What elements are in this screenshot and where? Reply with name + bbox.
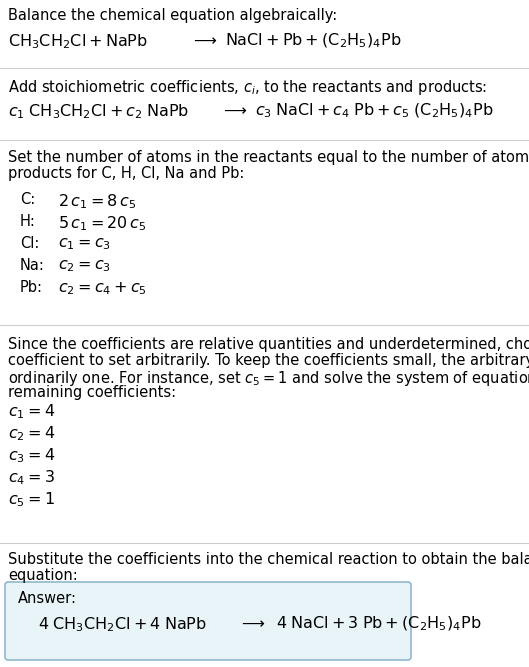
- FancyBboxPatch shape: [5, 582, 411, 660]
- Text: Set the number of atoms in the reactants equal to the number of atoms in the: Set the number of atoms in the reactants…: [8, 150, 529, 165]
- Text: $2\,c_1 = 8\,c_5$: $2\,c_1 = 8\,c_5$: [58, 192, 136, 211]
- Text: $\mathrm{NaCl + Pb + (C_2H_5)_4Pb}$: $\mathrm{NaCl + Pb + (C_2H_5)_4Pb}$: [225, 32, 402, 51]
- Text: $c_5 = 1$: $c_5 = 1$: [8, 490, 55, 509]
- Text: Since the coefficients are relative quantities and underdetermined, choose a: Since the coefficients are relative quan…: [8, 337, 529, 352]
- Text: $\mathrm{CH_3CH_2Cl + NaPb}$: $\mathrm{CH_3CH_2Cl + NaPb}$: [8, 32, 148, 51]
- Text: $c_2 = c_3$: $c_2 = c_3$: [58, 258, 111, 273]
- Text: Add stoichiometric coefficients, $c_i$, to the reactants and products:: Add stoichiometric coefficients, $c_i$, …: [8, 78, 487, 97]
- Text: $\longrightarrow$: $\longrightarrow$: [190, 32, 217, 47]
- Text: $c_2 = c_4 + c_5$: $c_2 = c_4 + c_5$: [58, 280, 147, 297]
- Text: $c_3 = 4$: $c_3 = 4$: [8, 446, 55, 465]
- Text: $c_3\;\mathrm{NaCl} + c_4\;\mathrm{Pb} + c_5\;\mathrm{(C_2H_5)_4Pb}$: $c_3\;\mathrm{NaCl} + c_4\;\mathrm{Pb} +…: [255, 102, 494, 121]
- Text: $\longrightarrow$: $\longrightarrow$: [220, 102, 247, 117]
- Text: remaining coefficients:: remaining coefficients:: [8, 385, 176, 400]
- Text: $4\;\mathrm{CH_3CH_2Cl} + 4\;\mathrm{NaPb}$: $4\;\mathrm{CH_3CH_2Cl} + 4\;\mathrm{NaP…: [38, 615, 207, 634]
- Text: $\longrightarrow$: $\longrightarrow$: [238, 615, 265, 630]
- Text: Pb:: Pb:: [20, 280, 43, 295]
- Text: H:: H:: [20, 214, 36, 229]
- Text: Answer:: Answer:: [18, 591, 77, 606]
- Text: ordinarily one. For instance, set $c_5 = 1$ and solve the system of equations fo: ordinarily one. For instance, set $c_5 =…: [8, 369, 529, 388]
- Text: $5\,c_1 = 20\,c_5$: $5\,c_1 = 20\,c_5$: [58, 214, 147, 233]
- Text: C:: C:: [20, 192, 35, 207]
- Text: Na:: Na:: [20, 258, 45, 273]
- Text: products for C, H, Cl, Na and Pb:: products for C, H, Cl, Na and Pb:: [8, 166, 244, 181]
- Text: Balance the chemical equation algebraically:: Balance the chemical equation algebraica…: [8, 8, 338, 23]
- Text: $c_1 = c_3$: $c_1 = c_3$: [58, 236, 111, 251]
- Text: $c_2 = 4$: $c_2 = 4$: [8, 424, 55, 443]
- Text: coefficient to set arbitrarily. To keep the coefficients small, the arbitrary va: coefficient to set arbitrarily. To keep …: [8, 353, 529, 368]
- Text: $c_4 = 3$: $c_4 = 3$: [8, 468, 55, 487]
- Text: $c_1 = 4$: $c_1 = 4$: [8, 402, 55, 421]
- Text: equation:: equation:: [8, 568, 78, 583]
- Text: $4\;\mathrm{NaCl} + 3\;\mathrm{Pb} + \mathrm{(C_2H_5)_4Pb}$: $4\;\mathrm{NaCl} + 3\;\mathrm{Pb} + \ma…: [276, 615, 481, 634]
- Text: $c_1\;\mathrm{CH_3CH_2Cl} + c_2\;\mathrm{NaPb}$: $c_1\;\mathrm{CH_3CH_2Cl} + c_2\;\mathrm…: [8, 102, 189, 121]
- Text: Substitute the coefficients into the chemical reaction to obtain the balanced: Substitute the coefficients into the che…: [8, 552, 529, 567]
- Text: Cl:: Cl:: [20, 236, 39, 251]
